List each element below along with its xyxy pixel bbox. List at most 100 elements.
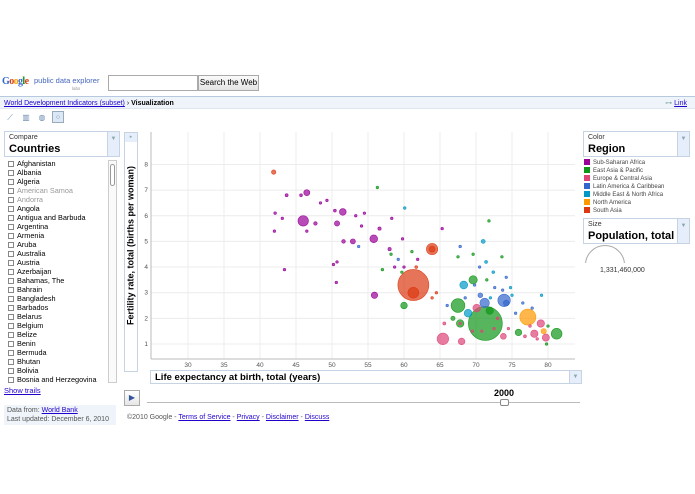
- bubble[interactable]: [470, 329, 475, 333]
- bubble[interactable]: [506, 327, 511, 331]
- color-select[interactable]: Color Region ▼: [583, 131, 690, 157]
- bubble[interactable]: [501, 288, 505, 292]
- bubble[interactable]: [497, 293, 511, 307]
- country-item[interactable]: Argentina: [4, 222, 107, 231]
- bubble[interactable]: [514, 328, 523, 337]
- legend-item[interactable]: Middle East & North Africa: [584, 191, 664, 199]
- country-item[interactable]: Bahamas, The: [4, 276, 107, 285]
- bubble[interactable]: [280, 216, 284, 220]
- bubble[interactable]: [325, 198, 329, 202]
- bubble[interactable]: [550, 328, 563, 340]
- bubble[interactable]: [400, 301, 408, 310]
- bubble[interactable]: [377, 226, 382, 231]
- chevron-down-icon[interactable]: ▼: [677, 219, 689, 243]
- bubble[interactable]: [303, 189, 311, 196]
- country-list-scrollbar[interactable]: [108, 160, 117, 383]
- country-item[interactable]: Bosnia and Herzegovina: [4, 375, 107, 384]
- country-item[interactable]: Andorra: [4, 195, 107, 204]
- checkbox[interactable]: [8, 223, 14, 230]
- bubble[interactable]: [369, 234, 378, 244]
- bubble[interactable]: [426, 243, 439, 256]
- bubble[interactable]: [541, 333, 550, 342]
- checkbox[interactable]: [8, 178, 14, 185]
- checkbox[interactable]: [8, 286, 14, 293]
- legend-item[interactable]: Europe & Central Asia: [584, 175, 664, 183]
- bubble[interactable]: [488, 296, 493, 300]
- bubble[interactable]: [390, 216, 394, 220]
- show-trails-link[interactable]: Show trails: [4, 386, 41, 395]
- bubble[interactable]: [335, 260, 339, 264]
- bubble[interactable]: [350, 238, 356, 245]
- country-item[interactable]: Antigua and Barbuda: [4, 213, 107, 222]
- bubble[interactable]: [513, 311, 518, 315]
- country-item[interactable]: Bolivia: [4, 366, 107, 375]
- checkbox[interactable]: [8, 259, 14, 266]
- country-item[interactable]: Austria: [4, 258, 107, 267]
- bubble[interactable]: [313, 221, 318, 226]
- bubble[interactable]: [485, 278, 489, 282]
- bubble[interactable]: [370, 291, 378, 299]
- bubble[interactable]: [508, 285, 513, 290]
- bubble[interactable]: [318, 201, 323, 205]
- play-button[interactable]: ▶: [124, 390, 140, 406]
- country-item[interactable]: Australia: [4, 249, 107, 258]
- bubble[interactable]: [271, 169, 277, 175]
- checkbox[interactable]: [8, 367, 14, 374]
- bubble[interactable]: [530, 329, 539, 338]
- legend-item[interactable]: Sub-Saharan Africa: [584, 159, 664, 167]
- bubble[interactable]: [504, 275, 508, 279]
- link-button[interactable]: ⊶ Link: [665, 99, 687, 107]
- bubble[interactable]: [284, 193, 289, 198]
- discuss-link[interactable]: Discuss: [304, 414, 330, 421]
- breadcrumb-dataset-link[interactable]: World Development Indicators (subset): [4, 100, 125, 107]
- line-chart-icon[interactable]: ⟋: [7, 113, 13, 122]
- bubble[interactable]: [387, 247, 392, 252]
- country-item[interactable]: Belize: [4, 330, 107, 339]
- google-logo[interactable]: Google: [2, 76, 29, 87]
- bubble[interactable]: [487, 219, 491, 223]
- bubble[interactable]: [436, 332, 449, 345]
- checkbox[interactable]: [8, 160, 14, 167]
- checkbox[interactable]: [8, 214, 14, 221]
- size-select[interactable]: Size Population, total ▼: [583, 218, 690, 244]
- bubble[interactable]: [477, 292, 484, 298]
- y-axis-toggle-icon[interactable]: ▸: [125, 133, 137, 142]
- bubble[interactable]: [495, 316, 500, 321]
- checkbox[interactable]: [8, 169, 14, 176]
- checkbox[interactable]: [8, 331, 14, 338]
- time-slider-handle[interactable]: [500, 399, 509, 406]
- bubble[interactable]: [523, 334, 527, 339]
- bubble[interactable]: [334, 280, 338, 285]
- bubble[interactable]: [428, 245, 436, 253]
- checkbox[interactable]: [8, 277, 14, 284]
- checkbox[interactable]: [8, 205, 14, 212]
- bubble[interactable]: [397, 269, 430, 301]
- bubble[interactable]: [463, 309, 473, 318]
- checkbox[interactable]: [8, 340, 14, 347]
- bubble[interactable]: [389, 252, 393, 256]
- world-bank-link[interactable]: World Bank: [41, 407, 78, 414]
- bubble[interactable]: [400, 237, 405, 241]
- bubble[interactable]: [480, 329, 484, 333]
- bubble[interactable]: [468, 306, 503, 341]
- bubble[interactable]: [414, 265, 418, 269]
- bubble-chart-icon[interactable]: ⁘: [52, 111, 64, 123]
- bubble[interactable]: [546, 324, 550, 328]
- bubble[interactable]: [354, 214, 358, 218]
- checkbox[interactable]: [8, 304, 14, 311]
- chevron-down-icon[interactable]: ▼: [569, 371, 581, 383]
- link-label[interactable]: Link: [674, 100, 687, 107]
- bubble[interactable]: [434, 291, 439, 295]
- checkbox[interactable]: [8, 358, 14, 365]
- y-axis-select[interactable]: ▸: [124, 132, 138, 372]
- bubble[interactable]: [299, 193, 303, 197]
- bubble[interactable]: [535, 337, 539, 341]
- country-item[interactable]: American Samoa: [4, 186, 107, 195]
- time-slider[interactable]: [147, 402, 580, 403]
- bubble[interactable]: [463, 296, 467, 300]
- bubble[interactable]: [442, 321, 447, 326]
- chevron-down-icon[interactable]: ▼: [677, 132, 689, 156]
- bubble[interactable]: [521, 301, 525, 305]
- country-item[interactable]: Bhutan: [4, 357, 107, 366]
- bubble[interactable]: [540, 328, 547, 335]
